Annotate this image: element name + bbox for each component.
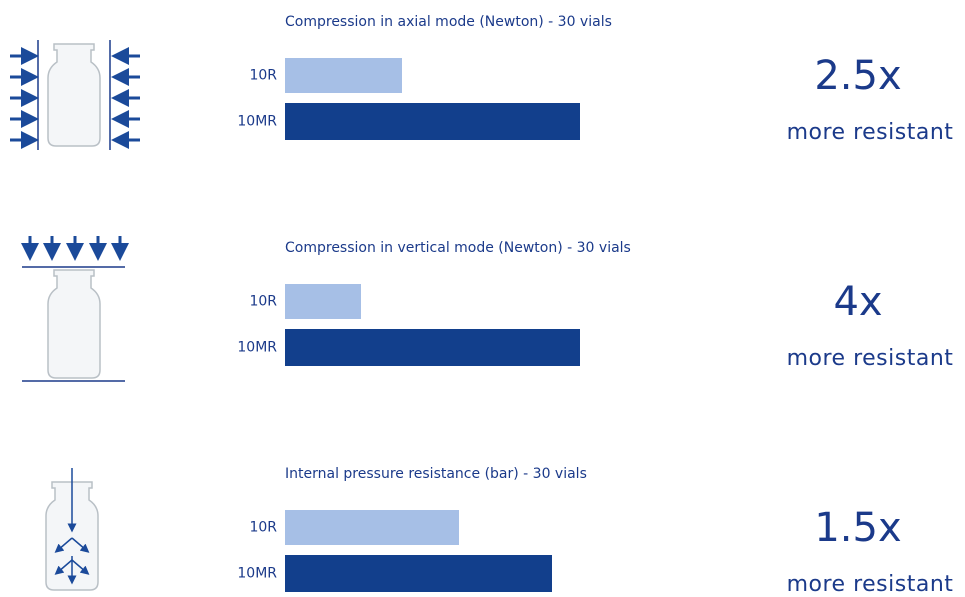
bar (285, 555, 552, 592)
category-label: 10MR (237, 114, 277, 130)
bar (285, 329, 580, 366)
category-label: 10R (249, 68, 277, 84)
icon-pressure (45, 468, 99, 591)
category-label: 10MR (237, 566, 277, 582)
bar (285, 284, 361, 319)
chart-title: Compression in vertical mode (Newton) - … (285, 240, 631, 256)
bar (285, 510, 459, 545)
bar (285, 103, 580, 140)
category-label: 10R (249, 294, 277, 310)
factor: 2.5x (814, 53, 901, 99)
note: more resistant (787, 346, 954, 371)
note: more resistant (787, 120, 954, 145)
chart-title: Internal pressure resistance (bar) - 30 … (285, 466, 587, 482)
factor: 4x (833, 279, 882, 325)
icon-axial (10, 40, 140, 150)
note: more resistant (787, 572, 954, 597)
icon-vertical (21, 236, 129, 382)
bar (285, 58, 402, 93)
category-label: 10MR (237, 340, 277, 356)
chart-title: Compression in axial mode (Newton) - 30 … (285, 14, 612, 30)
category-label: 10R (249, 520, 277, 536)
factor: 1.5x (814, 505, 901, 551)
